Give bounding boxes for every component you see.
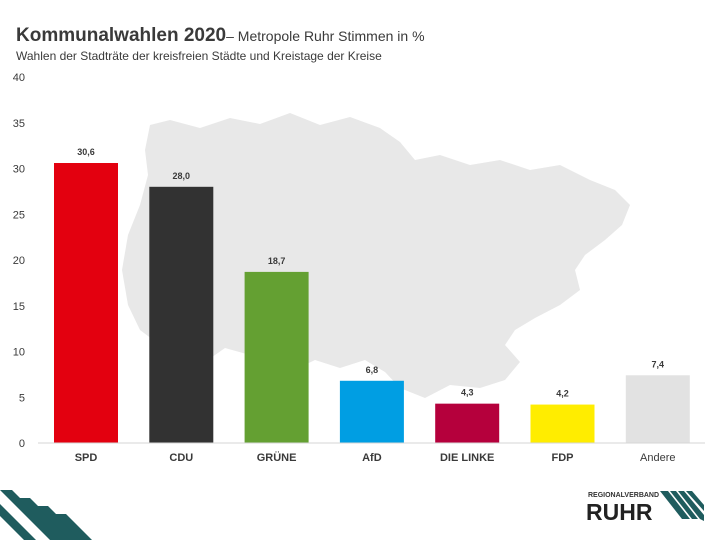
logo-stripes-icon: [660, 491, 704, 521]
y-tick-label: 35: [13, 118, 25, 130]
logo-main-text: RUHR: [586, 499, 653, 525]
y-tick-label: 30: [13, 164, 25, 176]
value-label: 4,3: [461, 388, 474, 398]
bar-die-linke: [435, 403, 500, 443]
bar-spd: [54, 163, 118, 443]
bar-afd: [339, 380, 404, 443]
y-tick-label: 0: [19, 438, 25, 450]
value-label: 6,8: [366, 365, 379, 375]
value-label: 28,0: [173, 171, 191, 181]
regionalverband-ruhr-logo: REGIONALVERBAND RUHR: [586, 491, 704, 525]
logo-top-text: REGIONALVERBAND: [588, 492, 659, 499]
x-tick-label: FDP: [552, 452, 574, 464]
decorative-stripes: [0, 490, 92, 540]
y-tick-label: 15: [13, 301, 25, 313]
x-tick-label: AfD: [362, 452, 382, 464]
bar-fdp: [530, 404, 595, 443]
x-tick-label: CDU: [169, 452, 193, 464]
chart-title-main: Kommunalwahlen 2020: [16, 25, 227, 46]
value-label: 4,2: [556, 389, 569, 399]
bar-cdu: [149, 186, 214, 444]
y-tick-label: 40: [13, 72, 25, 84]
bar-grüne: [244, 271, 309, 443]
x-tick-label: DIE LINKE: [440, 452, 494, 464]
y-tick-label: 25: [13, 209, 25, 221]
y-tick-label: 20: [13, 255, 25, 267]
value-label: 30,6: [77, 147, 95, 157]
chart-subtitle: Wahlen der Stadträte der kreisfreien Stä…: [16, 49, 382, 63]
x-tick-label: GRÜNE: [257, 451, 297, 464]
y-tick-label: 10: [13, 347, 25, 359]
chart-title-suffix: – Metropole Ruhr Stimmen in %: [226, 28, 425, 44]
bar-andere: [625, 375, 690, 443]
chart-title: Kommunalwahlen 2020– Metropole Ruhr Stim…: [16, 25, 425, 47]
value-label: 18,7: [268, 256, 286, 266]
x-tick-label: SPD: [75, 452, 98, 464]
y-tick-label: 5: [19, 392, 25, 404]
x-tick-label: Andere: [640, 452, 675, 464]
value-label: 7,4: [652, 359, 665, 369]
